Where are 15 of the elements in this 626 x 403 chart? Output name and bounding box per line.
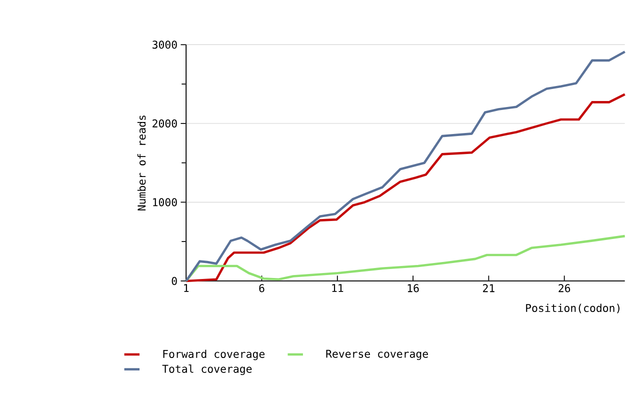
x-tick-label: 11 — [332, 284, 344, 292]
x-tick-label: 21 — [483, 284, 494, 292]
y-tick-label: 3000 — [152, 40, 177, 49]
x-tick-label: 16 — [408, 284, 419, 292]
y-axis-title: Number of reads — [137, 116, 146, 210]
y-tick-label: 0 — [172, 276, 177, 285]
x-tick-label: 1 — [184, 284, 189, 292]
legend-label: Reverse coverage — [326, 350, 428, 360]
y-tick-label: 2000 — [152, 119, 177, 128]
legend-label: Forward coverage — [163, 350, 265, 360]
y-tick-label: 1000 — [153, 198, 177, 206]
x-axis-title: Position(codon) — [526, 304, 620, 314]
x-tick-label: 6 — [259, 284, 264, 292]
x-tick-label: 26 — [558, 284, 570, 292]
legend-label: Total coverage — [162, 364, 252, 375]
